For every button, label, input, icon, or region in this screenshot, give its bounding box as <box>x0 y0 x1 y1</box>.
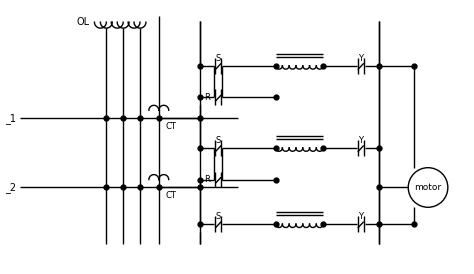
Text: _2: _2 <box>5 182 16 193</box>
Text: S: S <box>216 212 221 221</box>
Text: R: R <box>204 93 210 102</box>
Text: motor: motor <box>414 183 442 192</box>
Text: S: S <box>216 136 221 145</box>
Text: Y: Y <box>358 136 363 145</box>
Text: OL: OL <box>76 17 90 27</box>
Text: R: R <box>204 175 210 184</box>
Text: S: S <box>216 54 221 63</box>
Text: Y: Y <box>358 212 363 221</box>
Text: CT: CT <box>166 192 177 201</box>
Text: CT: CT <box>166 122 177 131</box>
Text: _1: _1 <box>5 113 16 124</box>
Text: Y: Y <box>358 54 363 63</box>
